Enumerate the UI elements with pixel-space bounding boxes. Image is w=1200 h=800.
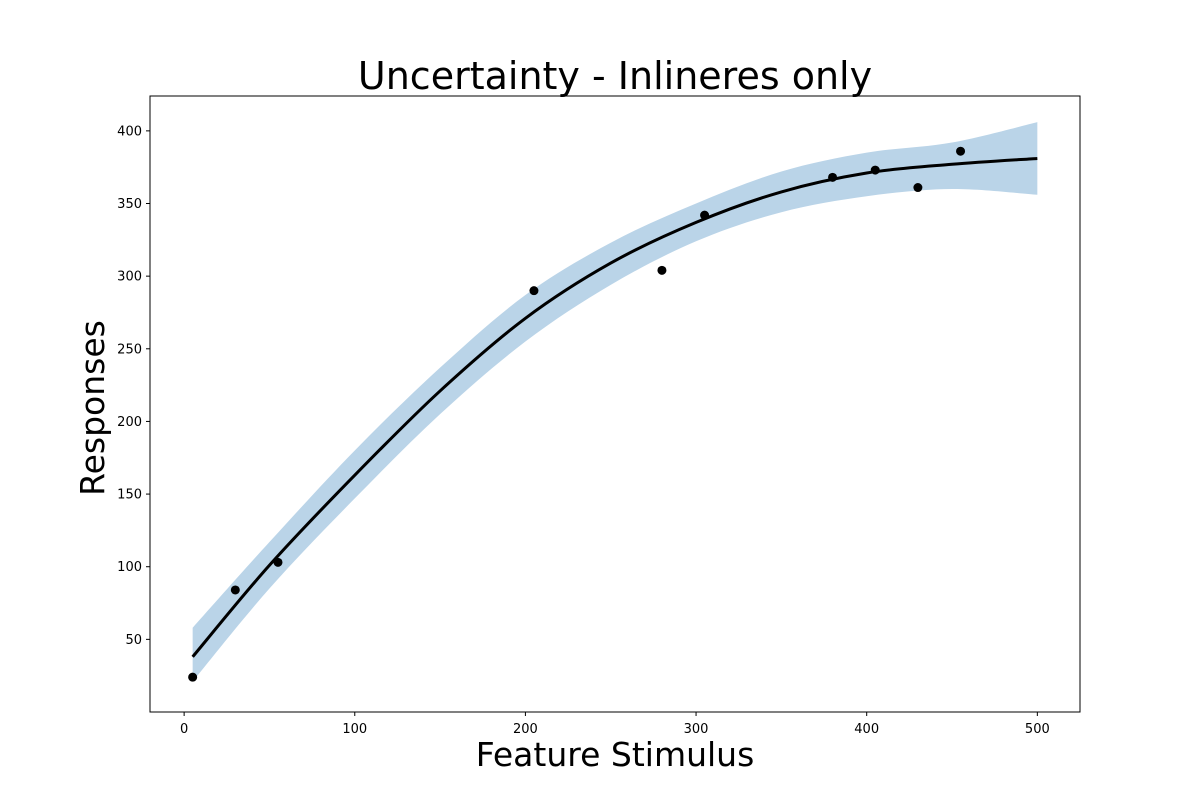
y-tick-label: 100 [117,560,142,575]
y-axis-ticks: 50 100 150 200 250 300 350 400 [117,124,150,648]
data-point [230,585,240,595]
y-tick-label: 50 [125,633,142,648]
fit-line [191,156,1038,658]
data-point [913,183,923,193]
plot-area-frame [149,95,1081,713]
uncertainty-band [192,122,1038,682]
data-point [657,265,667,275]
x-tick-label: 200 [513,722,538,737]
data-point [700,210,710,220]
chart-title: Uncertainty - Inlineres only [358,54,872,98]
fit-line-layer [191,156,1038,658]
data-point [870,165,880,175]
data-point [529,286,539,296]
y-tick-label: 400 [117,124,142,139]
data-point [273,557,283,567]
data-point [188,672,198,682]
data-point [828,172,838,182]
data-points-layer [188,146,966,682]
y-tick-label: 250 [117,342,142,357]
y-tick-label: 150 [117,488,142,503]
y-axis-label: Responses [73,320,112,496]
data-point [956,146,966,156]
uncertainty-band-layer [192,122,1038,682]
x-axis-label: Feature Stimulus [476,735,755,774]
y-tick-label: 200 [117,415,142,430]
x-axis-ticks: 0 100 200 300 400 500 [180,712,1050,737]
y-tick-label: 350 [117,197,142,212]
x-tick-label: 0 [180,722,188,737]
x-tick-label: 400 [854,722,879,737]
y-tick-label: 300 [117,270,142,285]
x-tick-label: 500 [1025,722,1050,737]
x-tick-label: 100 [342,722,367,737]
x-tick-label: 300 [684,722,709,737]
